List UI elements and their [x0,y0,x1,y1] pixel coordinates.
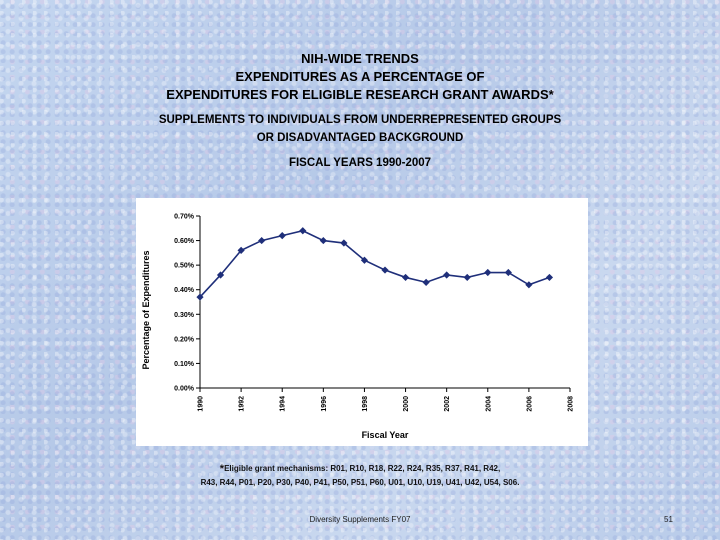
x-tick-label: 1990 [198,396,205,412]
data-point-marker [360,256,369,264]
x-tick-label: 2008 [568,396,575,412]
data-point-marker [258,236,266,245]
title-line-3: EXPENDITURES FOR ELIGIBLE RESEARCH GRANT… [166,87,554,102]
y-tick-label: 0.70% [174,214,195,221]
title-line-1: NIH-WIDE TRENDS [301,51,419,66]
data-point-marker [299,227,307,235]
y-tick-label: 0.60% [174,238,195,245]
chart-subtitle: SUPPLEMENTS TO INDIVIDUALS FROM UNDERREP… [0,111,720,147]
footnote-line-2: R43, R44, P01, P20, P30, P40, P41, P50, … [200,478,520,487]
footnote-star: * [219,463,225,475]
y-tick-label: 0.50% [174,263,195,270]
page-number: 51 [664,515,673,524]
y-tick-label: 0.00% [174,386,195,393]
x-tick-label: 1998 [362,396,369,412]
x-tick-label: 1996 [321,396,328,412]
y-tick-label: 0.40% [174,287,195,294]
x-tick-label: 2006 [526,396,533,412]
data-point-marker [319,236,327,245]
data-point-marker [484,268,492,277]
x-tick-label: 1994 [280,396,287,412]
line-chart: 0.00% 0.10% 0.20% 0.30% 0.40% 0.50% 0.60% 0.70%… [141,214,575,441]
x-tick-label: 1992 [239,396,246,412]
subtitle-line-1: SUPPLEMENTS TO INDIVIDUALS FROM UNDERREP… [158,114,562,126]
x-tick-label: 2004 [485,396,492,412]
data-point-marker [443,271,451,279]
data-point-marker [463,273,471,282]
y-tick-label: 0.10% [174,361,195,368]
period-label: FISCAL YEARS 1990-2007 [288,157,432,169]
y-tick-label: 0.30% [174,312,195,319]
title-line-2: EXPENDITURES AS A PERCENTAGE OF [235,69,485,84]
series-line [199,229,550,298]
data-point-marker [381,266,389,274]
y-tick-label: 0.20% [174,336,195,343]
footnote-text-1: Eligible grant mechanisms: R01, R10, R18… [224,464,501,473]
data-point-marker [401,273,410,282]
x-axis-title: Fiscal Year [362,430,409,440]
x-tick-label: 2000 [403,396,410,412]
data-point-marker [504,268,512,277]
x-tick-label: 2002 [444,396,451,412]
footer-caption: Diversity Supplements FY07 [309,515,411,524]
chart-title: NIH-WIDE TRENDS EXPENDITURES AS A PERCEN… [0,50,720,104]
data-point-marker [278,232,286,240]
data-point-marker [525,281,533,289]
data-point-marker [237,246,245,254]
data-point-marker [422,278,430,286]
chart-panel: 0.00% 0.10% 0.20% 0.30% 0.40% 0.50% 0.60% 0.70%… [136,198,588,446]
y-axis-title: Percentage of Expenditures [141,250,151,369]
footnote-line-1: *Eligible grant mechanisms: R01, R10, R1… [0,462,720,476]
data-point-marker [545,273,554,282]
subtitle-line-2: OR DISADVANTAGED BACKGROUND [256,132,464,144]
